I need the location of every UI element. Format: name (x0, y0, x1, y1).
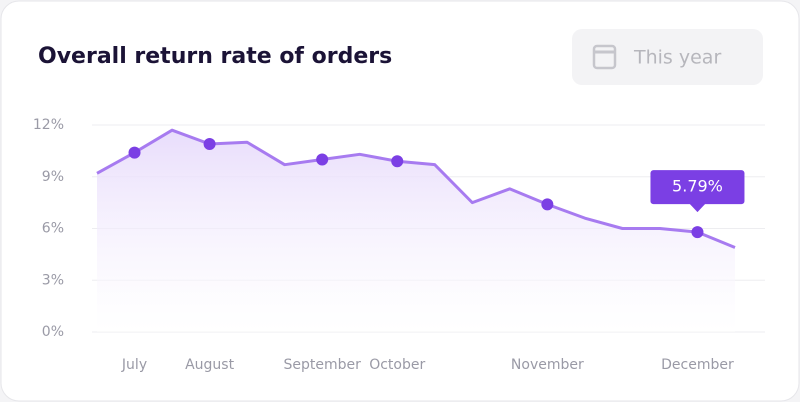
point (128, 146, 141, 159)
point (541, 198, 554, 211)
calendar-icon (592, 44, 617, 70)
line (96, 128, 736, 249)
tooltip-box (650, 170, 745, 205)
x-tick-label: August (185, 357, 235, 373)
y-tick-label: 12% (33, 117, 64, 133)
y-tick-label: 0% (42, 324, 64, 340)
x-tick-label: October (369, 357, 425, 373)
x-tick-label: November (511, 357, 584, 373)
y-tick-label: 3% (42, 272, 64, 288)
point (316, 153, 329, 166)
point (691, 226, 704, 239)
point (203, 137, 216, 150)
tooltip-pointer (689, 203, 706, 213)
x-tick-label: December (661, 357, 734, 373)
filter-button[interactable] (572, 29, 763, 85)
y-tick-label: 9% (42, 169, 64, 185)
point (391, 155, 404, 168)
tooltip-label: 5.79% (672, 177, 723, 196)
date-filter[interactable]: This year (572, 29, 763, 85)
x-tick-label: September (283, 357, 361, 373)
x-tick-label: July (121, 357, 147, 373)
y-tick-label: 6% (42, 221, 64, 237)
filter-label[interactable]: This year (633, 47, 721, 69)
area (97, 130, 735, 332)
tooltip: 5.79% (650, 170, 745, 213)
chart-title: Overall return rate of orders (38, 44, 392, 69)
